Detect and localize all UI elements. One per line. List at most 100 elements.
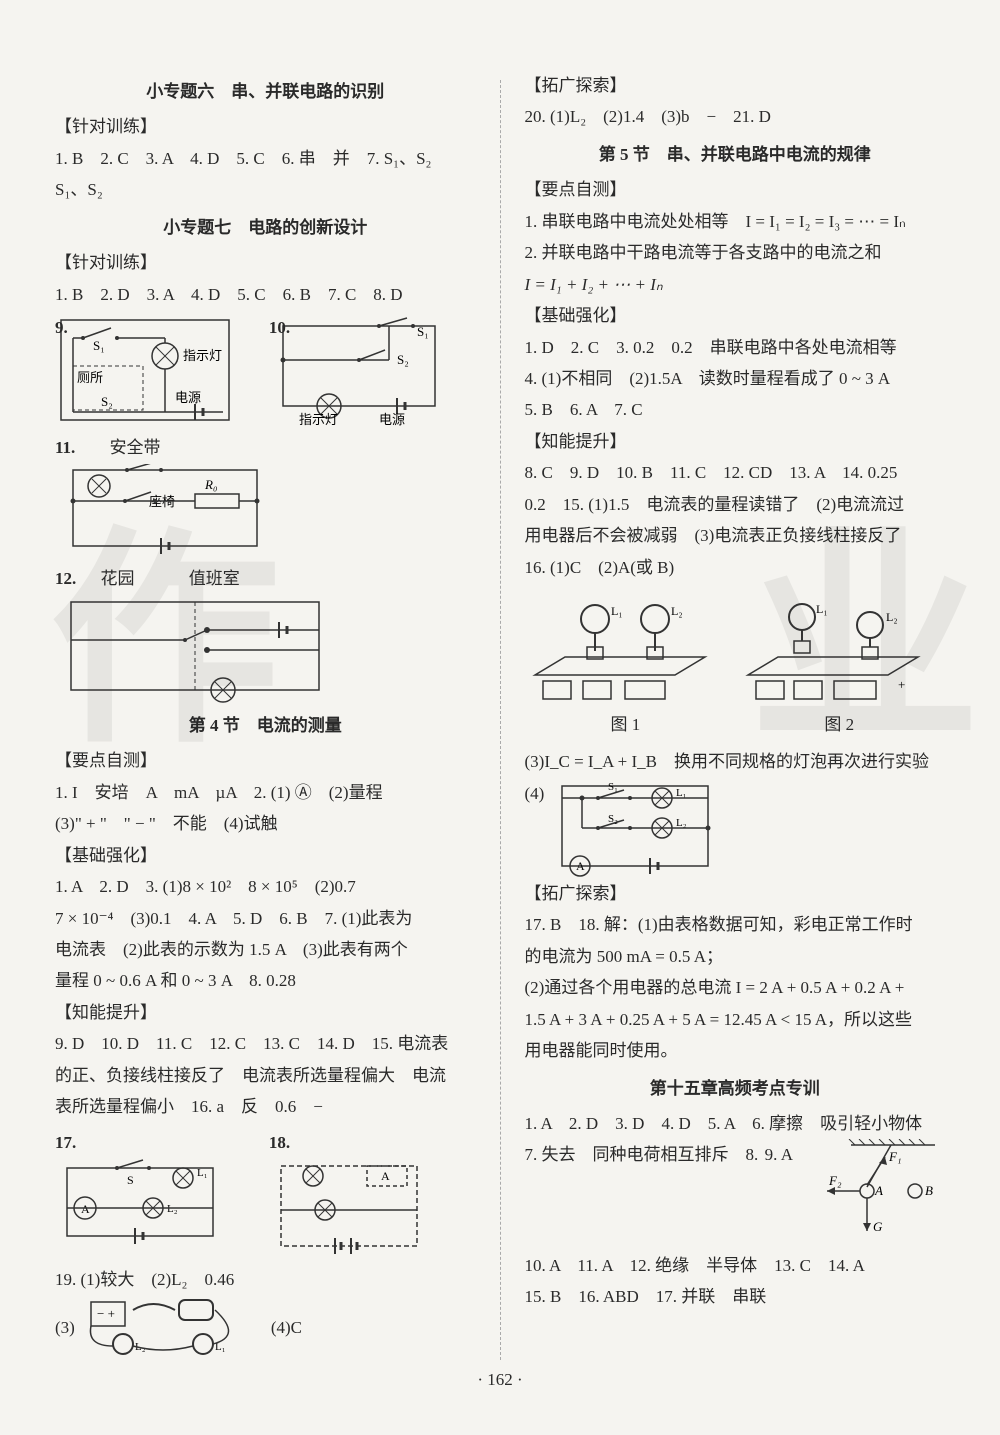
svg-text:G: G xyxy=(873,1219,883,1234)
fig16-1-caption: 图 1 xyxy=(525,709,727,740)
svg-text:指示灯: 指示灯 xyxy=(299,412,338,426)
answers-line: 量程 0 ~ 0.6 A 和 0 ~ 3 A 8. 0.28 xyxy=(55,965,476,996)
figure-row-9-10: 9. S₁ 指示灯 厕所 S₂ xyxy=(55,316,476,426)
answers-line: 1. B 2. D 3. A 4. D 5. C 6. B 7. C 8. D xyxy=(55,279,476,310)
figure-q8: A B F₁ F₂ G xyxy=(805,1139,945,1249)
circuit-12 xyxy=(55,594,335,704)
answers-line: 7 × 10⁻⁴ (3)0.1 4. A 5. D 6. B 7. (1)此表为 xyxy=(55,903,476,934)
svg-text:指示灯: 指示灯 xyxy=(183,348,222,363)
svg-text:+: + xyxy=(898,677,905,692)
answers-line: 用电器能同时使用。 xyxy=(525,1035,946,1066)
ability-up-head: 【知能提升】 xyxy=(525,426,946,457)
fig12-garden: 花园 xyxy=(101,569,135,588)
svg-text:S: S xyxy=(127,1173,134,1187)
answers-line: 5. B 6. A 7. C xyxy=(525,394,946,425)
figure-row-16: L₁ L₂ 图 1 L₁ xyxy=(525,589,946,740)
answers-line: 20. (1)L₂ (2)1.4 (3)b − 21. D xyxy=(525,101,946,132)
basic-strengthen-head: 【基础强化】 xyxy=(525,300,946,331)
fig12-duty: 值班室 xyxy=(189,569,240,588)
svg-text:R₀: R₀ xyxy=(204,477,217,492)
svg-text:L₂: L₂ xyxy=(886,610,898,624)
page-number: · 162 · xyxy=(0,1364,1000,1395)
svg-text:L₂: L₂ xyxy=(671,604,683,618)
circuit-19-3: − + L₂ L₁ xyxy=(83,1296,263,1360)
answers-line: 8. C 9. D 10. B 11. C 12. CD 13. A 14. 0… xyxy=(525,457,946,488)
svg-text:− +: − + xyxy=(97,1306,115,1321)
q16-4-label: (4) xyxy=(525,778,545,809)
q18-label: 18. xyxy=(269,1133,290,1152)
targeted-practice-head: 【针对训练】 xyxy=(55,247,476,278)
fig16-2-caption: 图 2 xyxy=(738,709,940,740)
answers-line: 17. B 18. 解：(1)由表格数据可知，彩电正常工作时 xyxy=(525,909,946,940)
circuit-10: S₁ S₂ 指示灯 电源 xyxy=(269,316,449,426)
svg-text:S₂: S₂ xyxy=(101,394,113,409)
sec4-title: 第 4 节 电流的测量 xyxy=(55,710,476,741)
answers-line: 1.5 A + 3 A + 0.25 A + 5 A = 12.45 A < 1… xyxy=(525,1004,946,1035)
svg-text:S₁: S₁ xyxy=(608,781,618,793)
right-column: 【拓广探索】 20. (1)L₂ (2)1.4 (3)b − 21. D 第 5… xyxy=(519,70,946,1360)
answers-line: 19. (1)较大 (2)L₂ 0.46 xyxy=(55,1264,476,1295)
answers-line: 电流表 (2)此表的示数为 1.5 A (3)此表有两个 xyxy=(55,934,476,965)
q11-label: 11. xyxy=(55,438,75,457)
svg-text:L₁: L₁ xyxy=(676,787,687,799)
answers-line: 的正、负接线柱接反了 电流表所选量程偏大 电流 xyxy=(55,1060,476,1091)
key-self-test-head: 【要点自测】 xyxy=(55,745,476,776)
answers-line: (3)I_C = I_A + I_B 换用不同规格的灯泡再次进行实验 xyxy=(525,746,946,777)
topic7-title: 小专题七 电路的创新设计 xyxy=(55,212,476,243)
answers-line: 10. A 11. A 12. 绝缘 半导体 13. C 14. A xyxy=(525,1250,946,1281)
answers-line: 1. I 安培 A mA µA 2. (1) Ⓐ (2)量程 xyxy=(55,777,476,808)
svg-text:L₁: L₁ xyxy=(816,602,828,616)
ch15-title: 第十五章高频考点专训 xyxy=(525,1073,946,1104)
answers-line: 1. 串联电路中电流处处相等 I = I₁ = I₂ = I₃ = ⋯ = Iₙ xyxy=(525,206,946,237)
q19-3-label: (3) xyxy=(55,1312,75,1343)
circuit-16-1: L₁ L₂ xyxy=(525,589,715,709)
page-container: 小专题六 串、并联电路的识别 【针对训练】 1. B 2. C 3. A 4. … xyxy=(0,0,1000,1400)
svg-text:A: A xyxy=(874,1183,883,1198)
answers-line: 的电流为 500 mA = 0.5 A； xyxy=(525,941,946,972)
svg-text:A: A xyxy=(576,859,585,873)
circuit-9: S₁ 指示灯 厕所 S₂ xyxy=(55,316,235,426)
answers-line: 15. B 16. ABD 17. 并联 串联 xyxy=(525,1281,946,1312)
answers-line: 0.2 15. (1)1.5 电流表的量程读错了 (2)电流流过 xyxy=(525,489,946,520)
svg-text:S₂: S₂ xyxy=(608,813,618,825)
svg-text:电源: 电源 xyxy=(379,412,405,426)
figure-row-17-18: 17. S L₁ A L₂ xyxy=(55,1127,476,1258)
answers-line: 1. D 2. C 3. 0.2 0.2 串联电路中各处电流相等 xyxy=(525,332,946,363)
svg-text:B: B xyxy=(925,1183,933,1198)
svg-text:L₁: L₁ xyxy=(197,1167,208,1179)
answers-line: 4. (1)不相同 (2)1.5A 读数时量程看成了 0 ~ 3 A xyxy=(525,363,946,394)
answers-line: (2)通过各个用电器的总电流 I = 2 A + 0.5 A + 0.2 A + xyxy=(525,972,946,1003)
svg-text:S₁: S₁ xyxy=(93,338,105,353)
left-column: 小专题六 串、并联电路的识别 【针对训练】 1. B 2. C 3. A 4. … xyxy=(55,70,482,1360)
answers-line: S₁、S₂ xyxy=(55,174,476,205)
svg-text:S₁: S₁ xyxy=(417,324,429,339)
circuit-18: A xyxy=(269,1158,429,1258)
q12-label: 12. xyxy=(55,569,76,588)
svg-text:L₂: L₂ xyxy=(676,817,687,829)
circuit-17: S L₁ A L₂ xyxy=(55,1158,225,1248)
targeted-practice-head: 【针对训练】 xyxy=(55,111,476,142)
circuit-16-4: S₁ L₁ S₂ L₂ A xyxy=(550,778,720,878)
answers-line: I = I₁ + I₂ + ⋯ + Iₙ xyxy=(525,269,946,300)
svg-text:L₁: L₁ xyxy=(611,604,623,618)
answers-line-9a: 9. A xyxy=(765,1139,793,1170)
svg-text:F₂: F₂ xyxy=(828,1173,842,1188)
expand-explore-head: 【拓广探索】 xyxy=(525,878,946,909)
fig11-belt: 安全带 xyxy=(110,438,161,457)
svg-text:A: A xyxy=(381,1169,390,1183)
svg-text:L₂: L₂ xyxy=(167,1203,178,1215)
answers-line: 1. B 2. C 3. A 4. D 5. C 6. 串 并 7. S₁、S₂ xyxy=(55,143,476,174)
answers-line: 16. (1)C (2)A(或 B) xyxy=(525,552,946,583)
ability-up-head: 【知能提升】 xyxy=(55,997,476,1028)
svg-text:A: A xyxy=(81,1202,90,1216)
answers-line: 1. A 2. D 3. (1)8 × 10² 8 × 10⁵ (2)0.7 xyxy=(55,871,476,902)
q17-label: 17. xyxy=(55,1133,76,1152)
sec5-title: 第 5 节 串、并联电路中电流的规律 xyxy=(525,139,946,170)
answers-line: 1. A 2. D 3. D 4. D 5. A 6. 摩擦 吸引轻小物体 xyxy=(525,1108,946,1139)
answers-line: 表所选量程偏小 16. a 反 0.6 − xyxy=(55,1091,476,1122)
answers-line: 用电器后不会被减弱 (3)电流表正负接线柱接反了 xyxy=(525,520,946,551)
answers-line: (3)" + " " − " 不能 (4)试触 xyxy=(55,808,476,839)
svg-text:电源: 电源 xyxy=(175,390,201,405)
column-divider xyxy=(500,80,501,1360)
answers-line: 2. 并联电路中干路电流等于各支路中的电流之和 xyxy=(525,237,946,268)
